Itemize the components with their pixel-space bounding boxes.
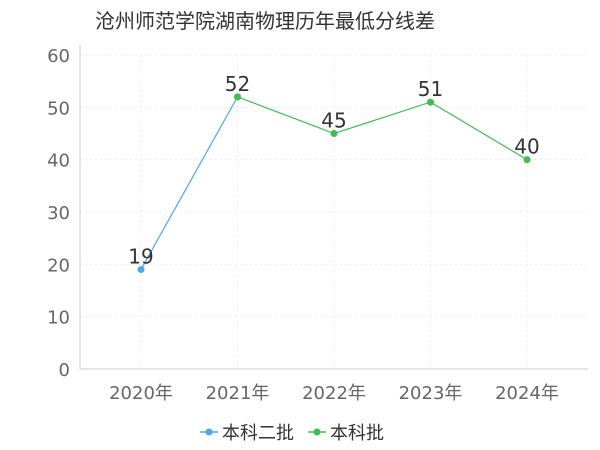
y-tick-label: 30 [47, 203, 70, 224]
data-labels: 19 52 45 51 40 [128, 72, 539, 269]
legend-marker-icon [313, 428, 321, 436]
y-tick-label: 10 [47, 308, 70, 329]
data-point[interactable] [427, 98, 434, 106]
legend-item[interactable]: 本科批 [308, 423, 384, 444]
x-tick-label: 2023年 [399, 383, 463, 404]
grid [80, 54, 588, 369]
y-tick-label: 0 [59, 360, 70, 381]
data-point[interactable] [523, 156, 531, 164]
data-point[interactable] [330, 130, 338, 137]
axes: 0 10 20 30 40 50 60 2020年 2021年 2022年 2023年 2024年 [47, 45, 588, 404]
data-point[interactable] [137, 266, 145, 274]
data-label: 45 [321, 109, 346, 133]
y-tick-label: 20 [47, 255, 70, 276]
x-tick-label: 2020年 [109, 383, 173, 404]
data-label: 40 [514, 135, 539, 159]
series-line-1 [237, 96, 528, 161]
y-tick-label: 60 [47, 46, 70, 67]
data-label: 19 [128, 245, 153, 269]
data-point[interactable] [234, 93, 241, 101]
y-tick-label: 40 [47, 151, 70, 172]
x-tick-label: 2022年 [302, 383, 366, 404]
data-label: 51 [418, 77, 443, 101]
y-tick-label: 50 [47, 98, 70, 119]
legend: 本科二批 本科批 [200, 423, 384, 444]
x-tick-label: 2024年 [495, 383, 559, 404]
legend-label: 本科批 [330, 423, 384, 444]
legend-label: 本科二批 [222, 423, 294, 444]
data-label: 52 [225, 72, 250, 96]
x-tick-label: 2021年 [206, 383, 270, 404]
series-lines [137, 93, 531, 274]
chart-title: 沧州师范学院湖南物理历年最低分线差 [95, 9, 435, 33]
series-line-0 [140, 96, 239, 270]
legend-item[interactable]: 本科二批 [200, 423, 294, 444]
legend-marker-icon [205, 428, 213, 436]
